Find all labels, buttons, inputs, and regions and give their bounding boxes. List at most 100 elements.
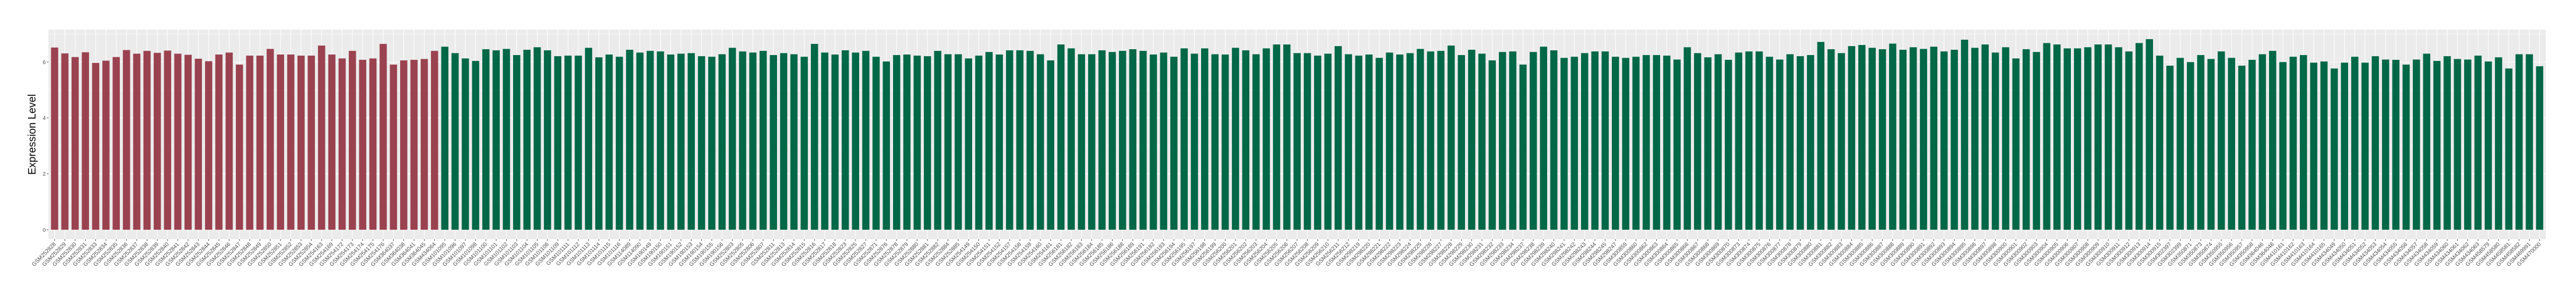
bar-GSM434064 bbox=[431, 51, 438, 230]
bar-GSM410162 bbox=[2289, 57, 2297, 230]
bar-GSM364038 bbox=[400, 60, 408, 230]
bar-GSM458582 bbox=[2515, 54, 2523, 230]
bar-GSM252830 bbox=[71, 57, 79, 230]
bar-GSM101100 bbox=[482, 49, 490, 230]
bar-GSM254161 bbox=[1047, 60, 1055, 230]
bar-GSM298222 bbox=[1386, 52, 1393, 230]
bar-GSM101115 bbox=[605, 54, 613, 230]
bar-GSM252813 bbox=[780, 53, 788, 230]
bar-GSM252878 bbox=[893, 55, 901, 230]
y-tick-label: 6 bbox=[43, 59, 46, 66]
bar-GSM256185 bbox=[1098, 50, 1106, 230]
bar-GSM254159 bbox=[1026, 51, 1034, 230]
bar-GSM101097 bbox=[462, 58, 469, 230]
bar-GSM256186 bbox=[1108, 52, 1116, 230]
bar-GSM252841 bbox=[174, 53, 182, 230]
bar-GSM252829 bbox=[61, 53, 69, 230]
bar-GSM252837 bbox=[133, 53, 140, 230]
bar-GSM300900 bbox=[2002, 47, 2009, 230]
bar-GSM300859 bbox=[1622, 58, 1629, 230]
bar-GSM252850 bbox=[267, 49, 274, 230]
bar-GSM300877 bbox=[1776, 59, 1784, 230]
bar-GSM302397 bbox=[2166, 66, 2174, 230]
bar-GSM190154 bbox=[698, 56, 705, 230]
bar-GSM300907 bbox=[2074, 48, 2081, 230]
bar-GSM298226 bbox=[1427, 51, 1434, 230]
bar-GSM252848 bbox=[246, 56, 253, 230]
bar-GSM256195 bbox=[1180, 48, 1188, 230]
bar-GSM298238 bbox=[1530, 52, 1537, 230]
bar-GSM350957 bbox=[2238, 66, 2246, 230]
bar-GSM256181 bbox=[1057, 44, 1065, 230]
bar-GSM300913 bbox=[2136, 43, 2143, 230]
bar-GSM364041 bbox=[410, 60, 418, 230]
bar-GSM101101 bbox=[492, 50, 500, 230]
bar-GSM252831 bbox=[82, 52, 89, 230]
bar-GSM350956 bbox=[2228, 58, 2235, 230]
bar-GSM300884 bbox=[1848, 46, 1856, 230]
bar-GSM256189 bbox=[1129, 49, 1137, 230]
bar-GSM300894 bbox=[1951, 50, 1958, 230]
bar-GSM410161 bbox=[2279, 62, 2287, 230]
bar-GSM101103 bbox=[513, 55, 521, 230]
bar-GSM298240 bbox=[1550, 50, 1558, 230]
bar-GSM101098 bbox=[472, 61, 480, 230]
bar-GSM252806 bbox=[749, 52, 757, 230]
bar-GSM364037 bbox=[390, 65, 398, 230]
bar-GSM364048 bbox=[2269, 51, 2277, 230]
bar-GSM300889 bbox=[1899, 50, 1907, 230]
bar-GSM252851 bbox=[277, 54, 285, 230]
bar-GSM252836 bbox=[122, 50, 130, 230]
bar-GSM300898 bbox=[1991, 52, 1999, 230]
bar-GSM300905 bbox=[2053, 44, 2061, 230]
bar-GSM434061 bbox=[2454, 59, 2462, 230]
bar-GSM252844 bbox=[205, 61, 213, 230]
bar-GSM434058 bbox=[2423, 53, 2431, 230]
bar-GSM300864 bbox=[1663, 56, 1671, 230]
bar-GSM298245 bbox=[1601, 51, 1609, 230]
bar-GSM300868 bbox=[1704, 57, 1712, 230]
bar-GSM364045 bbox=[420, 59, 428, 230]
bar-GSM434063 bbox=[2474, 56, 2482, 230]
bar-GSM252803 bbox=[728, 48, 736, 230]
bar-GSM256194 bbox=[1170, 57, 1178, 230]
bar-GSM434060 bbox=[2443, 56, 2451, 230]
bar-GSM300882 bbox=[1827, 49, 1835, 230]
bar-GSM101113 bbox=[585, 48, 593, 230]
bar-GSM300910 bbox=[2104, 44, 2112, 230]
bar-GSM254174 bbox=[359, 60, 367, 230]
bar-GSM114090 bbox=[636, 52, 644, 230]
bar-GSM298241 bbox=[1560, 58, 1568, 230]
bar-GSM300866 bbox=[1683, 47, 1691, 230]
bar-GSM298243 bbox=[1581, 53, 1589, 230]
bar-GSM256191 bbox=[1139, 51, 1147, 230]
bar-GSM300880 bbox=[1807, 55, 1814, 230]
bar-GSM470000 bbox=[2536, 66, 2544, 230]
bar-GSM300912 bbox=[2125, 51, 2133, 230]
bar-GSM458580 bbox=[2495, 57, 2502, 230]
bar-GSM256200 bbox=[1221, 54, 1229, 230]
y-tick-label: 4 bbox=[43, 115, 46, 122]
bar-GSM101109 bbox=[554, 56, 562, 230]
bar-GSM254175 bbox=[369, 58, 377, 230]
bar-GSM298239 bbox=[1540, 47, 1547, 230]
bar-GSM302399 bbox=[2176, 58, 2184, 230]
bar-GSM252827 bbox=[862, 51, 870, 230]
bar-GSM298228 bbox=[1448, 46, 1455, 230]
bar-GSM298229 bbox=[1458, 55, 1465, 230]
bar-GSM256209 bbox=[1314, 56, 1321, 230]
bar-GSM300914 bbox=[2146, 39, 2153, 230]
bar-GSM298234 bbox=[1509, 51, 1516, 230]
bar-GSM101095 bbox=[441, 47, 448, 230]
bar-GSM101106 bbox=[544, 50, 551, 230]
bar-GSM252884 bbox=[944, 54, 952, 230]
bar-GSM256201 bbox=[1232, 48, 1239, 230]
bar-GSM252838 bbox=[143, 51, 151, 230]
bar-GSM256192 bbox=[1150, 54, 1157, 230]
bar-GSM252842 bbox=[184, 55, 192, 230]
bar-GSM300903 bbox=[2033, 52, 2040, 230]
bars bbox=[51, 39, 2544, 230]
bar-GSM252825 bbox=[852, 52, 859, 230]
bar-GSM298247 bbox=[1611, 57, 1619, 230]
bar-GSM252853 bbox=[297, 56, 305, 230]
